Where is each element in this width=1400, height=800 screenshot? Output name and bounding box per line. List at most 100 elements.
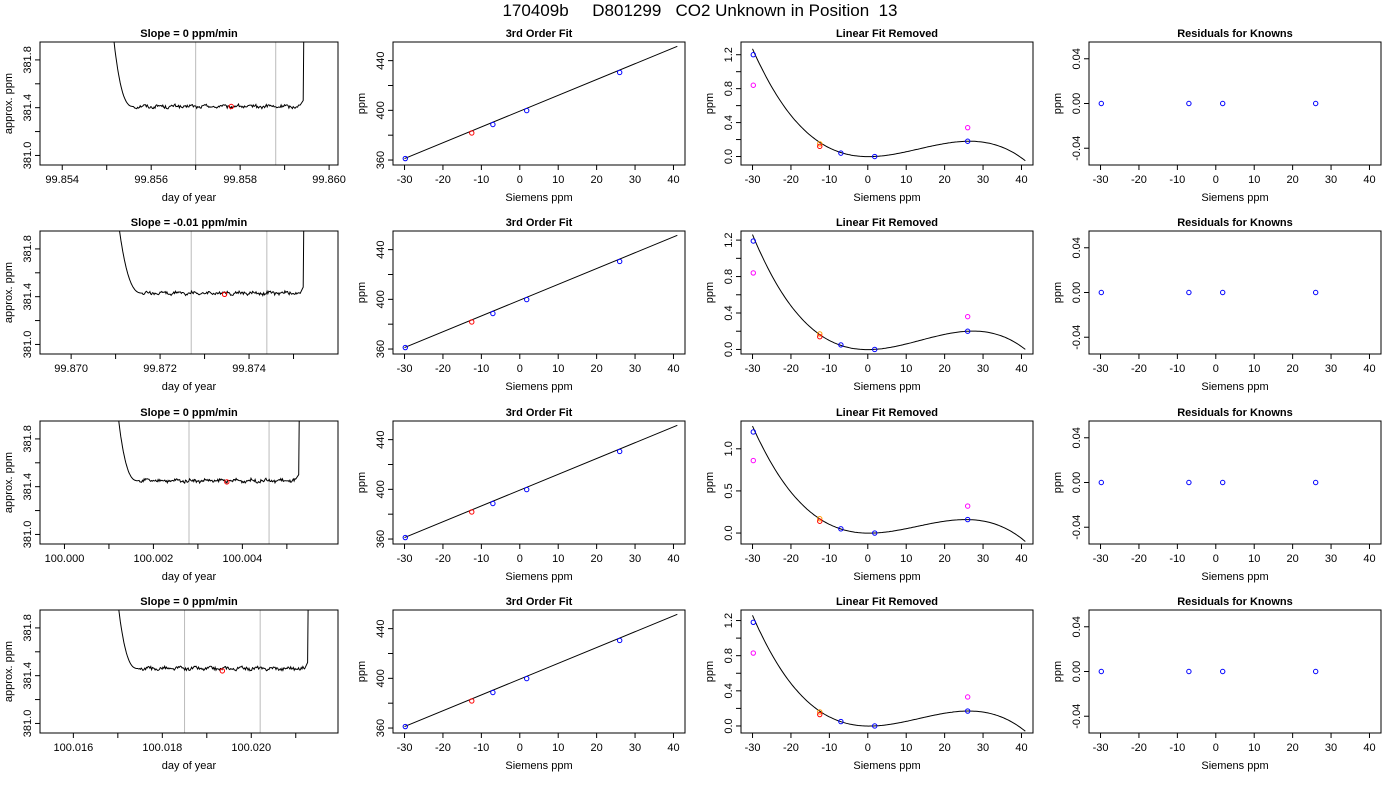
trace-line bbox=[118, 421, 300, 485]
plot-frame bbox=[740, 420, 1034, 545]
x-axis-label: Siemens ppm bbox=[1201, 760, 1268, 772]
x-tick-label: -10 bbox=[473, 363, 489, 375]
x-tick-label: 99.854 bbox=[45, 174, 79, 186]
x-tick-label: 0 bbox=[865, 363, 871, 375]
y-tick-label: -0.04 bbox=[1071, 704, 1083, 729]
data-point bbox=[1098, 100, 1104, 107]
panel-title: Linear Fit Removed bbox=[836, 217, 938, 229]
y-tick-label: 0.8 bbox=[723, 648, 735, 663]
x-tick-label: -20 bbox=[435, 174, 451, 186]
trace-line bbox=[113, 42, 305, 110]
data-point bbox=[817, 709, 823, 715]
x-axis-label: Siemens ppm bbox=[1201, 381, 1268, 393]
y-tick-label: 0.5 bbox=[723, 483, 735, 498]
plot-area bbox=[750, 425, 1026, 542]
data-point bbox=[402, 155, 408, 162]
data-point bbox=[750, 457, 756, 464]
x-tick-label: -30 bbox=[397, 742, 413, 754]
data-point bbox=[817, 518, 823, 524]
y-axis-label: approx. ppm bbox=[3, 262, 15, 323]
fit-line bbox=[404, 424, 678, 539]
data-point bbox=[469, 319, 475, 325]
data-point bbox=[469, 130, 475, 136]
x-axis-label: Siemens ppm bbox=[505, 571, 572, 583]
data-point bbox=[616, 258, 623, 265]
data-point bbox=[1186, 100, 1192, 107]
y-axis-label: ppm bbox=[1052, 282, 1064, 303]
plot-area bbox=[750, 48, 1026, 162]
y-axis-label: approx. ppm bbox=[3, 452, 15, 513]
plot-area bbox=[1098, 100, 1319, 107]
x-axis-label: day of year bbox=[162, 192, 217, 204]
y-axis-label: ppm bbox=[704, 472, 716, 493]
plot-area bbox=[750, 615, 1026, 732]
panel-r2-c1: Slope = -0.01 ppm/min 99.870 99.872 99.874 3… bbox=[3, 217, 339, 393]
x-tick-label: -20 bbox=[1131, 742, 1147, 754]
data-point bbox=[838, 342, 844, 348]
plot-frame bbox=[392, 230, 686, 355]
x-tick-label: 40 bbox=[667, 174, 679, 186]
y-tick-label: 381.4 bbox=[22, 283, 34, 311]
panel-title: 3rd Order Fit bbox=[506, 28, 573, 40]
y-tick-label: 400 bbox=[375, 669, 387, 687]
y-tick-label: 0.04 bbox=[1071, 616, 1083, 637]
x-tick-label: 20 bbox=[1287, 553, 1299, 565]
fit-curve bbox=[752, 425, 1026, 542]
x-tick-label: 20 bbox=[1287, 742, 1299, 754]
y-axis-label: ppm bbox=[704, 282, 716, 303]
data-point bbox=[838, 718, 844, 725]
x-tick-label: 10 bbox=[552, 742, 564, 754]
y-tick-label: 400 bbox=[375, 290, 387, 308]
x-tick-label: -30 bbox=[397, 553, 413, 565]
x-tick-label: -20 bbox=[783, 363, 799, 375]
y-tick-label: 0.8 bbox=[723, 269, 735, 284]
y-tick-label: 381.8 bbox=[22, 425, 34, 453]
y-tick-label: 381.8 bbox=[22, 235, 34, 263]
y-tick-label: 0.00 bbox=[1071, 661, 1083, 682]
data-point bbox=[1186, 289, 1192, 296]
x-tick-label: 40 bbox=[1363, 174, 1375, 186]
plot-frame bbox=[740, 230, 1034, 355]
data-point bbox=[490, 121, 496, 128]
x-tick-label: 0 bbox=[865, 553, 871, 565]
x-tick-label: -30 bbox=[745, 363, 761, 375]
x-tick-label: 0 bbox=[517, 553, 523, 565]
panel-title: Residuals for Knowns bbox=[1177, 217, 1293, 229]
data-point bbox=[964, 138, 971, 144]
plot-area bbox=[1098, 479, 1319, 486]
y-axis-label: ppm bbox=[356, 282, 368, 303]
panel-r3-c2: 3rd Order Fit -30 -20 -10 0 10 20 30 40 360 400 440… bbox=[356, 407, 686, 583]
data-point bbox=[817, 711, 823, 718]
panel-r4-c4: Residuals for Knowns -30 -20 -10 0 10 20 30 40 -0… bbox=[1052, 596, 1382, 772]
data-point bbox=[469, 698, 475, 704]
x-tick-label: 40 bbox=[667, 553, 679, 565]
x-axis-label: Siemens ppm bbox=[505, 192, 572, 204]
y-tick-label: 440 bbox=[375, 240, 387, 258]
x-tick-label: 100.018 bbox=[142, 742, 182, 754]
marker-point bbox=[221, 291, 228, 297]
trace-line bbox=[119, 231, 305, 297]
x-tick-label: 10 bbox=[552, 553, 564, 565]
y-tick-label: 0.00 bbox=[1071, 472, 1083, 493]
x-tick-label: 30 bbox=[977, 363, 989, 375]
plot-frame bbox=[392, 609, 686, 734]
fit-curve bbox=[752, 48, 1026, 162]
data-point bbox=[524, 296, 530, 303]
x-tick-label: 0 bbox=[865, 742, 871, 754]
y-tick-label: 1.2 bbox=[723, 47, 735, 62]
y-tick-label: 381.8 bbox=[22, 614, 34, 642]
plot-area bbox=[113, 42, 305, 165]
x-tick-label: 20 bbox=[591, 742, 603, 754]
x-tick-label: -20 bbox=[435, 363, 451, 375]
panel-title: Slope = 0 ppm/min bbox=[140, 407, 238, 419]
x-tick-label: 20 bbox=[591, 363, 603, 375]
data-point bbox=[524, 486, 530, 493]
data-point bbox=[1312, 100, 1319, 107]
marker-point bbox=[224, 479, 230, 485]
plot-frame bbox=[740, 41, 1034, 166]
panel-r3-c3: Linear Fit Removed -30 -20 -10 0 10 20 30 40 0.0 0… bbox=[704, 407, 1034, 583]
x-tick-label: -10 bbox=[821, 553, 837, 565]
x-axis-label: day of year bbox=[162, 760, 217, 772]
x-tick-label: 10 bbox=[1248, 742, 1260, 754]
